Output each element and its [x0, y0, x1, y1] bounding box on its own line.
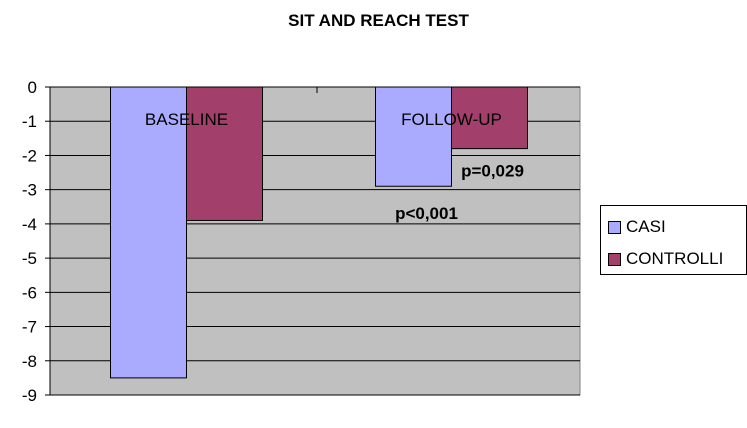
- y-tick-label: -4: [22, 215, 37, 234]
- y-tick-label: -2: [22, 146, 37, 165]
- legend-item-casi: CASI: [608, 217, 666, 237]
- bar-controlli-follow-up: [451, 86, 528, 150]
- legend-label-controlli: CONTROLLI: [626, 249, 724, 268]
- annotations: p<0,001 p=0,029: [395, 162, 524, 224]
- bar-casi-follow-up: [375, 86, 452, 187]
- y-tick-label: -8: [22, 352, 37, 371]
- legend-swatch-casi: [608, 220, 621, 234]
- y-tick-labels: 0 -1 -2 -3 -4 -5 -6 -7 -8 -9: [22, 78, 318, 405]
- y-tick-label: -6: [22, 283, 37, 302]
- y-tick-label: -1: [22, 112, 37, 131]
- category-label: BASELINE: [145, 110, 228, 129]
- chart-title: SIT AND REACH TEST: [288, 11, 469, 30]
- legend: CASI CONTROLLI: [600, 205, 747, 275]
- y-tick-label: -5: [22, 249, 37, 268]
- category-label: FOLLOW-UP: [401, 110, 502, 129]
- annotation-label: p=0,029: [461, 162, 524, 181]
- bar-casi-baseline: [110, 86, 187, 379]
- y-tick-label: -7: [22, 318, 37, 337]
- y-tick-label: -9: [22, 386, 37, 405]
- legend-item-controlli: CONTROLLI: [608, 249, 723, 269]
- legend-swatch-controlli: [608, 252, 621, 266]
- bars: [110, 86, 528, 379]
- annotation-label: p<0,001: [395, 204, 458, 223]
- category-labels: BASELINE FOLLOW-UP: [145, 110, 502, 129]
- bar-controlli-baseline: [186, 86, 263, 221]
- legend-label-casi: CASI: [626, 217, 666, 236]
- y-tick-label: -3: [22, 181, 37, 200]
- y-tick-label: 0: [28, 78, 37, 97]
